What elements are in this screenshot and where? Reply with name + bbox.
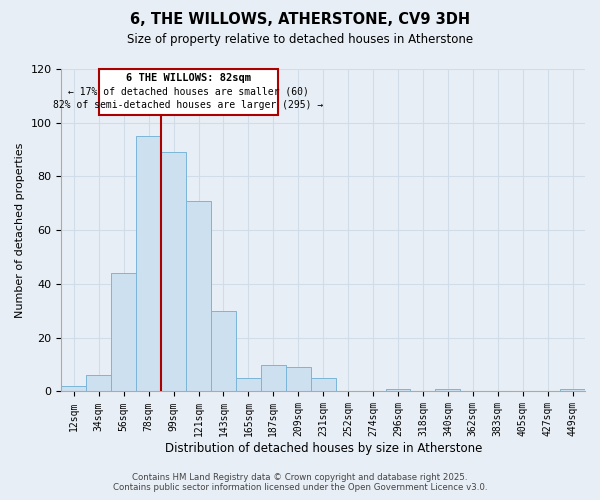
X-axis label: Distribution of detached houses by size in Atherstone: Distribution of detached houses by size … <box>164 442 482 455</box>
Bar <box>261 364 286 392</box>
Bar <box>436 389 460 392</box>
Bar <box>386 389 410 392</box>
Bar <box>61 386 86 392</box>
Bar <box>286 368 311 392</box>
Text: ← 17% of detached houses are smaller (60): ← 17% of detached houses are smaller (60… <box>68 87 309 97</box>
Text: 6, THE WILLOWS, ATHERSTONE, CV9 3DH: 6, THE WILLOWS, ATHERSTONE, CV9 3DH <box>130 12 470 28</box>
Bar <box>186 200 211 392</box>
FancyBboxPatch shape <box>99 69 278 114</box>
Text: 82% of semi-detached houses are larger (295) →: 82% of semi-detached houses are larger (… <box>53 100 323 110</box>
Bar <box>236 378 261 392</box>
Bar <box>211 311 236 392</box>
Bar <box>560 389 585 392</box>
Text: 6 THE WILLOWS: 82sqm: 6 THE WILLOWS: 82sqm <box>126 74 251 84</box>
Bar <box>111 273 136 392</box>
Y-axis label: Number of detached properties: Number of detached properties <box>15 142 25 318</box>
Bar <box>161 152 186 392</box>
Text: Contains HM Land Registry data © Crown copyright and database right 2025.
Contai: Contains HM Land Registry data © Crown c… <box>113 473 487 492</box>
Bar <box>311 378 335 392</box>
Text: Size of property relative to detached houses in Atherstone: Size of property relative to detached ho… <box>127 32 473 46</box>
Bar <box>86 376 111 392</box>
Bar <box>136 136 161 392</box>
